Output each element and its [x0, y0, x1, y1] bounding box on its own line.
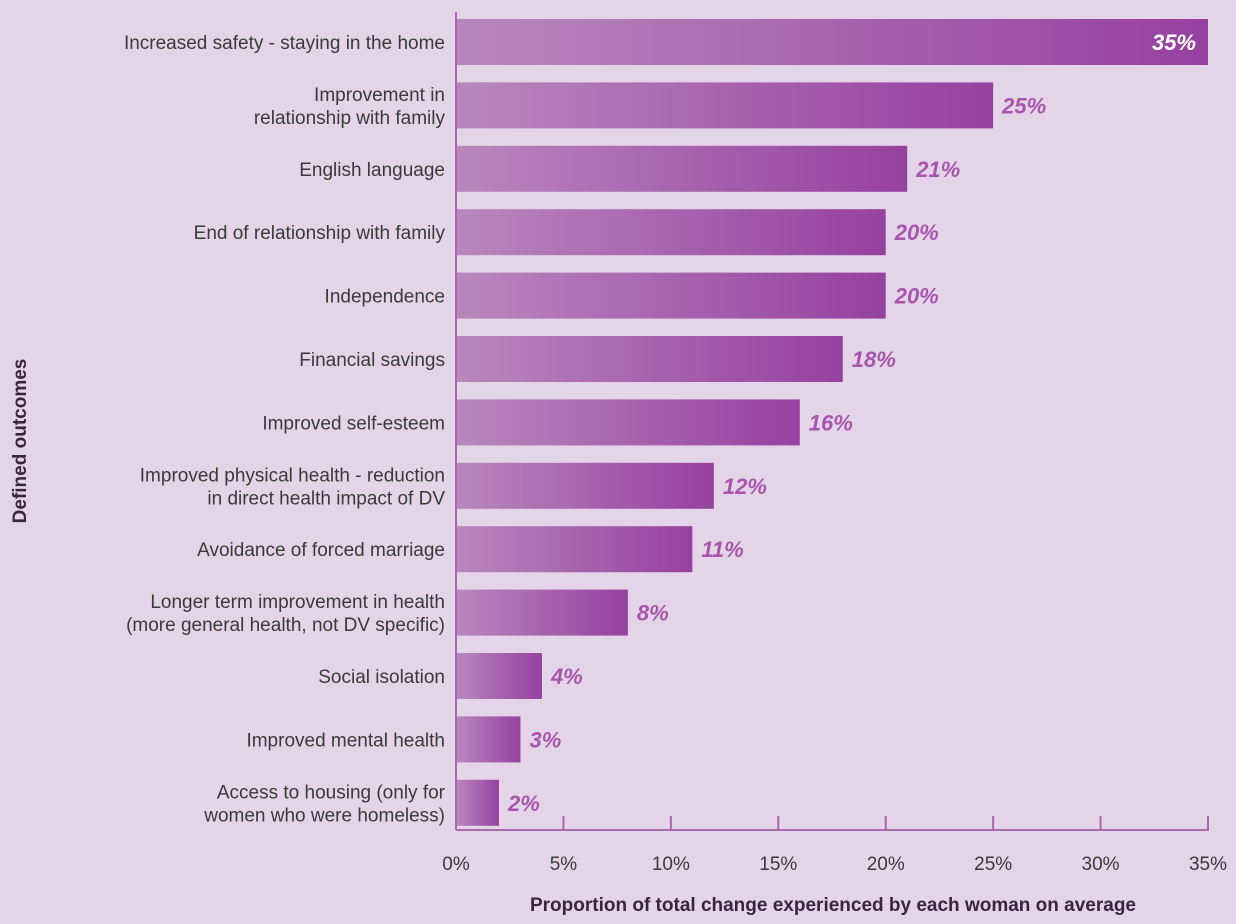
category-label: (more general health, not DV specific)	[126, 615, 445, 636]
category-label: Independence	[325, 287, 445, 308]
axis-layer	[455, 12, 1209, 831]
category-label: Avoidance of forced marriage	[197, 540, 445, 561]
bar	[456, 462, 714, 509]
value-label: 18%	[852, 347, 896, 372]
category-label: Financial savings	[299, 350, 445, 371]
category-label: English language	[299, 160, 445, 181]
labels-layer: Increased safety - staying in the home 35…	[124, 30, 1227, 875]
value-label: 4%	[550, 664, 583, 689]
category-label: in direct health impact of DV	[207, 488, 445, 509]
value-label: 20%	[894, 220, 939, 245]
x-tick-label: 25%	[974, 854, 1012, 875]
category-label: Improved physical health - reduction	[140, 465, 445, 486]
value-label: 21%	[915, 157, 960, 182]
bar	[456, 19, 1208, 65]
bar	[456, 526, 693, 573]
x-tick-label: 0%	[442, 854, 470, 875]
bar	[456, 82, 994, 129]
bar	[456, 779, 499, 826]
category-label: Increased safety - staying in the home	[124, 33, 445, 54]
bar	[456, 145, 908, 192]
value-label: 35%	[1152, 30, 1196, 55]
value-label: 20%	[894, 284, 939, 309]
bar	[456, 209, 886, 256]
bar	[456, 589, 628, 636]
x-tick-label: 5%	[550, 854, 578, 875]
bar	[456, 716, 521, 763]
category-label: Improved mental health	[246, 730, 445, 751]
x-tick-label: 15%	[759, 854, 797, 875]
bar	[456, 336, 843, 382]
category-label: End of relationship with family	[194, 223, 446, 244]
x-tick-label: 10%	[652, 854, 690, 875]
x-tick-label: 20%	[867, 854, 905, 875]
value-label: 11%	[701, 537, 743, 562]
value-label: 12%	[723, 474, 767, 499]
bars-layer	[456, 19, 1208, 826]
category-label: Social isolation	[318, 667, 445, 688]
category-label: relationship with family	[254, 108, 446, 129]
bar	[456, 272, 886, 319]
value-label: 8%	[637, 601, 669, 626]
category-label: Improved self-esteem	[262, 413, 445, 434]
y-axis-title: Defined outcomes	[10, 359, 31, 524]
value-label: 3%	[529, 727, 561, 752]
value-label: 25%	[1001, 93, 1046, 118]
category-label: Improvement in	[314, 85, 445, 106]
x-axis-title: Proportion of total change experienced b…	[530, 895, 1136, 916]
value-label: 2%	[507, 791, 540, 816]
bar	[456, 653, 542, 699]
category-label: Longer term improvement in health	[150, 592, 445, 613]
x-tick-label: 35%	[1189, 854, 1227, 875]
value-label: 16%	[809, 410, 853, 435]
category-label: women who were homeless)	[203, 805, 445, 826]
category-label: Access to housing (only for	[217, 782, 446, 803]
x-tick-label: 30%	[1082, 854, 1120, 875]
bar	[456, 399, 800, 446]
